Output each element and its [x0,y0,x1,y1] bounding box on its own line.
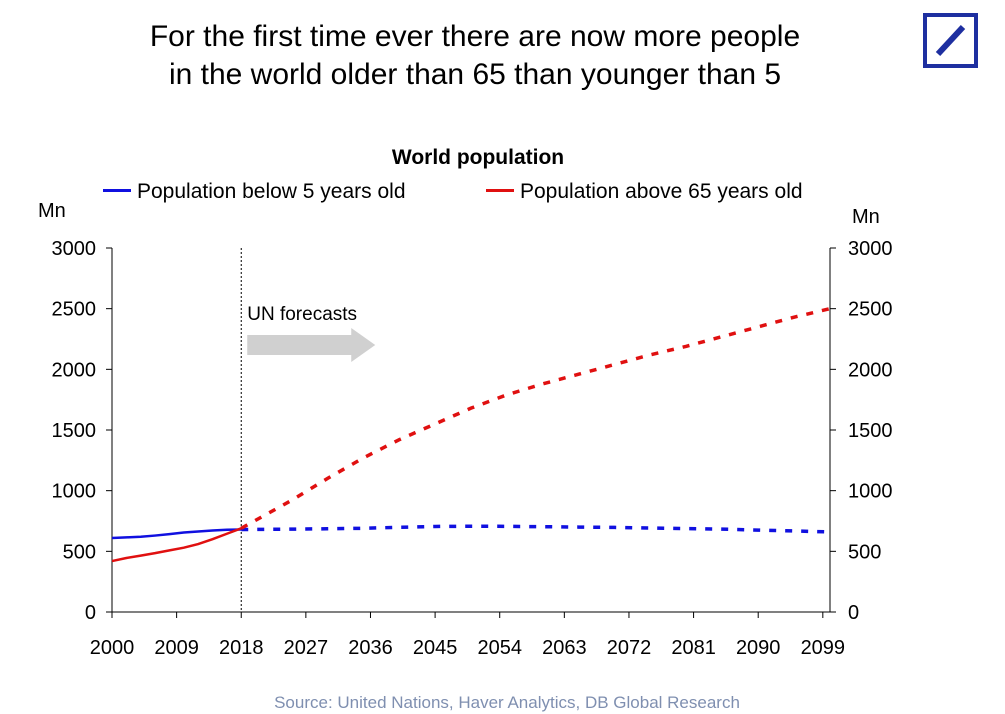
series-line-historical-0 [111,528,242,540]
y-tick-label-right: 3000 [848,238,893,260]
y-tick-label-left: 2500 [52,299,97,321]
x-tick-label: 2018 [219,637,264,659]
x-tick-label: 2099 [801,637,846,659]
legend-swatch-red [486,188,514,192]
y-tick-label-left: 2000 [52,359,97,381]
y-tick-label-right: 1500 [848,420,893,442]
y-tick-label-right: 0 [848,602,859,624]
legend-label-below-5: Population below 5 years old [137,180,406,203]
x-tick-label: 2090 [736,637,781,659]
headline: For the first time ever there are now mo… [40,18,910,94]
chart-title: World population [391,146,565,169]
series-line-historical-1 [111,527,242,563]
y-tick-label-right: 2000 [848,359,893,381]
x-tick-label: 2027 [284,637,329,659]
x-tick-label: 2036 [348,637,393,659]
series-line-forecast-0 [241,524,831,534]
y-tick-label-right: 1000 [848,481,893,503]
legend-item-above-65: Population above 65 years old [486,180,803,204]
y-tick-label-left: 0 [85,602,96,624]
series-line-forecast-1 [240,306,831,530]
legend-swatch-blue [103,188,131,192]
y-axis-right-unit: Mn [852,206,880,228]
legend-label-above-65: Population above 65 years old [520,180,803,203]
headline-line-2: in the world older than 65 than younger … [168,58,782,91]
legend-item-below-5: Population below 5 years old [103,180,406,204]
source-note: Source: United Nations, Haver Analytics,… [274,693,740,712]
x-tick-label: 2000 [90,637,135,659]
headline-line-1: For the first time ever there are now mo… [149,20,801,53]
x-tick-label: 2054 [477,637,522,659]
forecast-arrow-icon [247,328,376,362]
y-tick-label-left: 1500 [52,420,97,442]
y-tick-label-left: 3000 [52,238,97,260]
y-tick-label-left: 1000 [52,481,97,503]
forecast-annotation: UN forecasts [247,304,357,325]
y-tick-label-left: 500 [63,541,96,563]
y-axis-left-unit: Mn [38,200,66,222]
x-tick-label: 2063 [542,637,587,659]
y-tick-label-right: 500 [848,541,881,563]
x-tick-label: 2072 [607,637,652,659]
deutsche-bank-logo-icon [923,13,978,68]
x-tick-label: 2009 [154,637,199,659]
x-tick-label: 2081 [671,637,716,659]
y-tick-label-right: 2500 [848,299,893,321]
x-tick-label: 2045 [413,637,458,659]
